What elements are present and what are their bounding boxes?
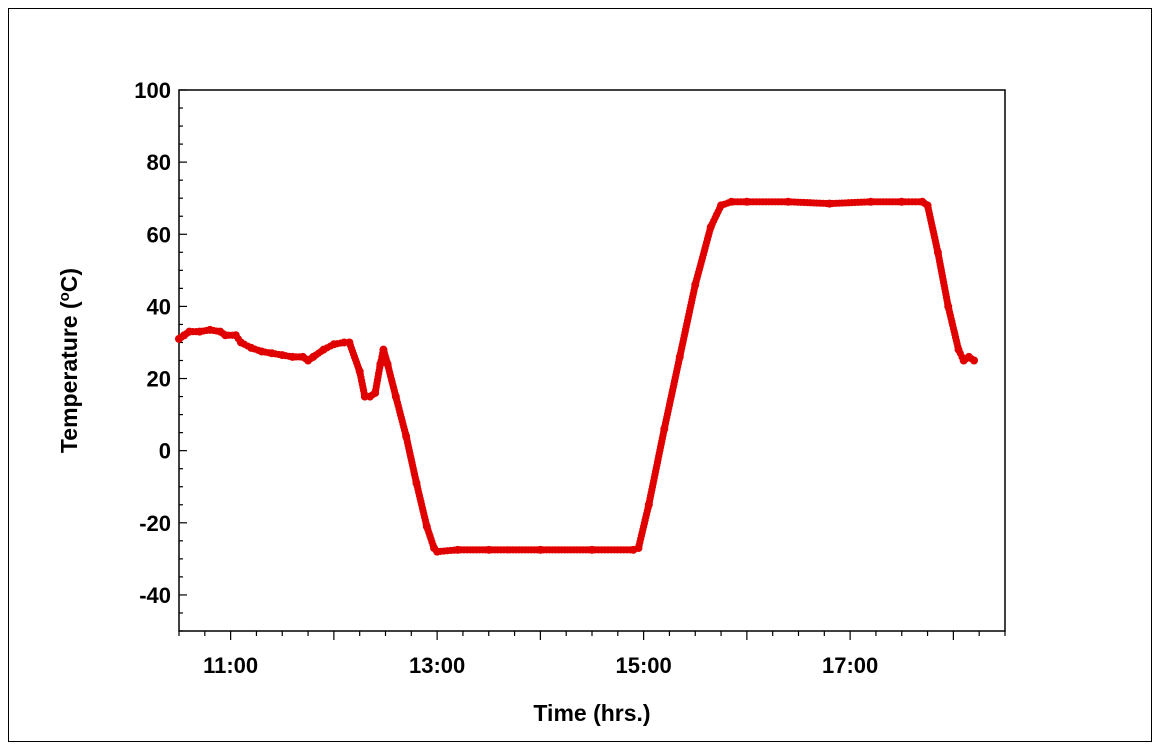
y-axis-title-superscript: o (56, 292, 73, 301)
x-axis-ticks: 11:00 13:00 15:00 17:00 (178, 631, 1006, 678)
x-axis-title: Time (hrs.) (533, 700, 650, 726)
y-tick-label: -40 (139, 583, 171, 608)
x-tick-label: 11:00 (203, 653, 258, 678)
data-point (970, 356, 979, 365)
y-tick-label: 0 (159, 439, 171, 464)
y-axis-ticks: -40 -20 0 20 40 60 80 100 (134, 78, 187, 632)
y-tick-label: 20 (147, 367, 171, 392)
y-axis-title: Temperature (oC) (56, 268, 83, 453)
x-tick-label: 15:00 (615, 653, 671, 678)
y-axis-title-main: Temperature ( (56, 301, 82, 453)
y-tick-label: 100 (134, 78, 171, 103)
y-tick-label: 80 (147, 150, 171, 175)
y-tick-label: 40 (147, 294, 171, 319)
y-tick-label: 60 (147, 222, 171, 247)
x-tick-label: 13:00 (409, 653, 465, 678)
x-tick-label: 17:00 (822, 653, 878, 678)
y-axis-title-end: C) (56, 268, 82, 292)
chart-frame: -40 -20 0 20 40 60 80 100 11:00 13:00 15:00 17:00 … (8, 8, 1152, 742)
data-points (175, 197, 979, 556)
y-tick-label: -20 (139, 511, 171, 536)
